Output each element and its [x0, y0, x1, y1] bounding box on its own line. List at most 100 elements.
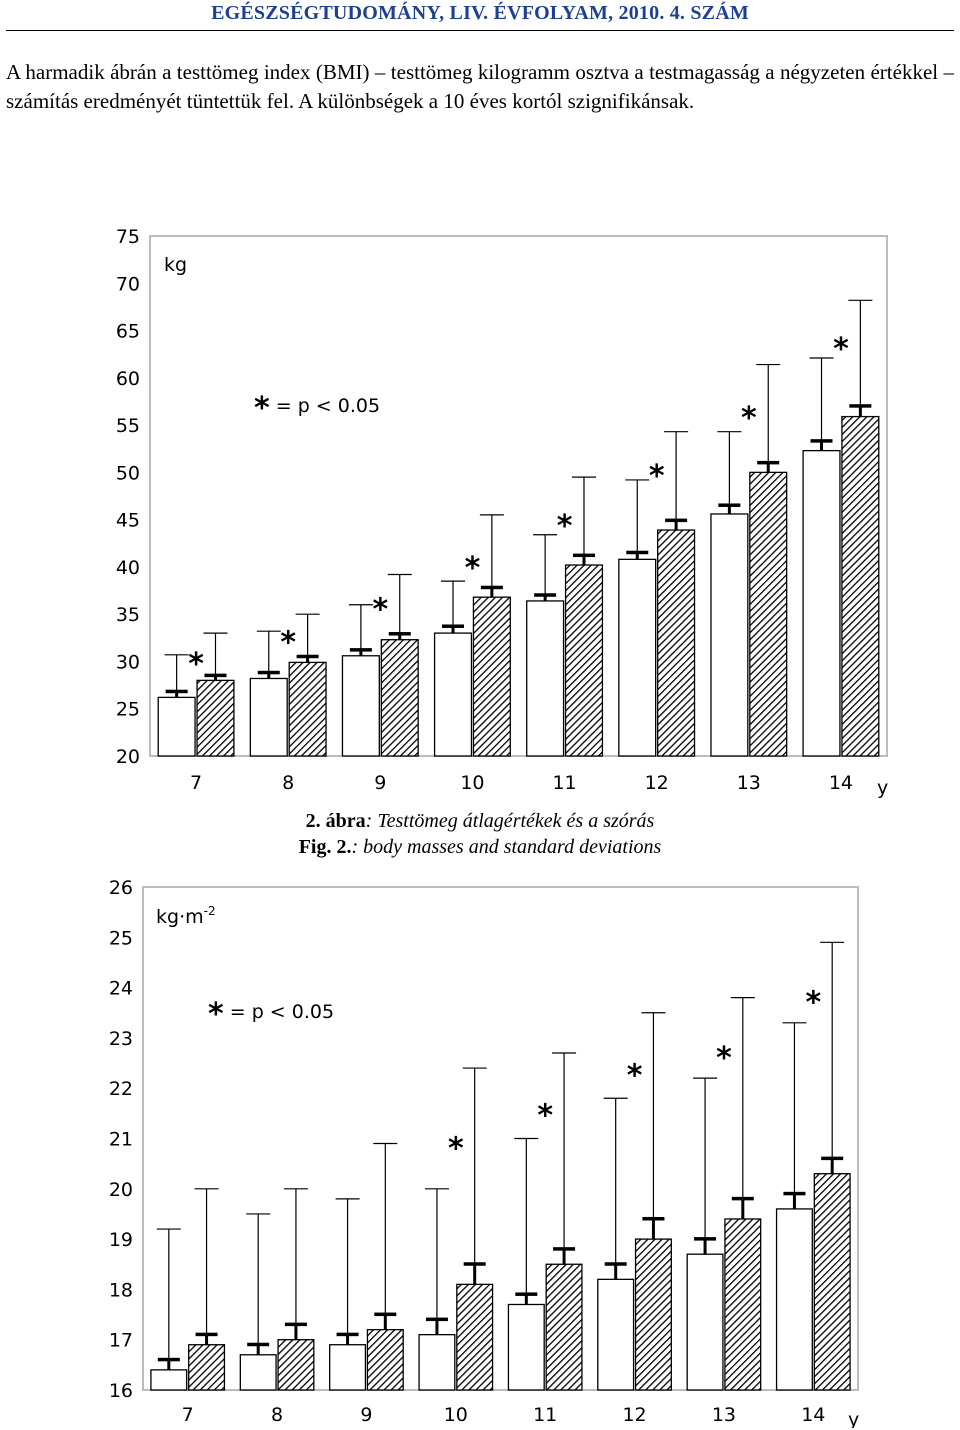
x-tick-label: 9 — [374, 772, 386, 794]
sem-cap — [665, 518, 688, 523]
significance-star: * — [805, 986, 821, 1021]
x-tick-label: 7 — [190, 772, 202, 794]
x-tick-label: 12 — [645, 772, 669, 794]
bar-girls — [196, 679, 235, 757]
sem-cap — [718, 503, 741, 507]
sem-cap — [783, 1191, 806, 1196]
sem-cap — [821, 1156, 844, 1161]
sem-cap — [553, 1247, 576, 1251]
sem-cap — [165, 689, 188, 694]
bar-girls — [545, 1263, 583, 1391]
sem-cap — [731, 1196, 754, 1201]
y-tick-label: 60 — [116, 368, 140, 390]
y-tick-label: 24 — [109, 978, 133, 1000]
sem-cap — [604, 1262, 627, 1266]
journal-header: EGÉSZSÉGTUDOMÁNY, LIV. ÉVFOLYAM, 2010. 4… — [211, 2, 749, 24]
sem-cap — [626, 550, 649, 555]
bar-girls — [288, 661, 327, 757]
bar-girls — [456, 1283, 494, 1391]
body-mass-chart: 20 25 30 35 40 45 50 55 60 65 70 75 kg * = p < 0.05 * 7… — [0, 215, 960, 805]
x-tick-label: 14 — [801, 1404, 825, 1426]
y-tick-label: 19 — [109, 1229, 133, 1251]
y-tick-label: 18 — [109, 1279, 133, 1301]
bmi-chart-svg: 16 17 18 19 20 21 22 23 24 25 26 kg·m-2 * = p < 0.05… — [109, 877, 859, 1428]
y-tick-label: 55 — [116, 415, 140, 437]
bar-boys — [433, 632, 473, 757]
bar-boys — [239, 1354, 277, 1391]
caption-hu: 2. ábra: Testtömeg átlagértékek és a szó… — [0, 808, 960, 834]
x-tick-label: 7 — [182, 1404, 194, 1426]
header-rule — [6, 30, 954, 31]
x-axis-label: y — [848, 1409, 859, 1428]
y-tick-label: 30 — [116, 651, 140, 673]
bar-girls — [841, 415, 880, 757]
bar-boys — [329, 1344, 367, 1391]
figure-2-caption: 2. ábra: Testtömeg átlagértékek és a szó… — [0, 808, 960, 860]
bar-boys — [710, 513, 749, 757]
y-tick-label: 23 — [109, 1028, 133, 1050]
bar-girls — [657, 529, 696, 757]
y-tick-label: 75 — [116, 226, 140, 248]
bmi-chart: 16 17 18 19 20 21 22 23 24 25 26 kg·m-2 * = p < 0.05… — [0, 868, 960, 1428]
sem-cap — [810, 439, 833, 443]
x-tick-label: 8 — [271, 1404, 283, 1426]
caption-en: Fig. 2.: body masses and standard deviat… — [0, 834, 960, 860]
unit-label: kg·m-2 — [156, 904, 216, 928]
y-tick-label: 70 — [116, 273, 140, 295]
sem-cap — [284, 1322, 307, 1327]
y-tick-label: 20 — [109, 1179, 133, 1201]
sem-cap — [757, 460, 780, 465]
sem-cap — [642, 1216, 665, 1221]
bar-boys — [802, 449, 841, 757]
unit-label: kg — [164, 254, 187, 276]
sem-cap — [515, 1292, 538, 1296]
sem-cap — [480, 585, 503, 590]
bar-boys — [526, 600, 565, 757]
sem-cap — [247, 1342, 270, 1347]
bar-girls — [564, 564, 604, 757]
y-tick-label: 35 — [116, 604, 140, 626]
y-tick-label: 45 — [116, 510, 140, 532]
sem-cap — [388, 632, 411, 636]
bar-boys — [150, 1369, 188, 1391]
caption-hu-text: : Testtömeg átlagértékek és a szórás — [365, 810, 655, 832]
bar-girls — [813, 1173, 851, 1391]
x-tick-label: 13 — [712, 1404, 736, 1426]
bar-boys — [341, 655, 380, 757]
bar-boys — [157, 696, 196, 757]
y-tick-label: 22 — [109, 1078, 133, 1100]
significance-star: * — [627, 1059, 643, 1094]
significance-star: * — [280, 626, 296, 661]
significance-star: * — [557, 509, 573, 544]
sem-cap — [374, 1312, 397, 1317]
y-tick-label: 65 — [116, 321, 140, 343]
sem-cap — [157, 1357, 180, 1362]
y-tick-label: 50 — [116, 462, 140, 484]
plot-frame — [142, 886, 859, 1391]
y-tick-label: 26 — [109, 877, 133, 899]
significance-legend: * = p < 0.05 — [208, 997, 334, 1032]
body-mass-chart-svg: 20 25 30 35 40 45 50 55 60 65 70 75 kg * = p < 0.05 * 7… — [116, 226, 888, 799]
y-tick-label: 25 — [116, 699, 140, 721]
y-tick-label: 21 — [109, 1129, 133, 1151]
bar-boys — [775, 1208, 813, 1391]
x-tick-label: 13 — [737, 772, 761, 794]
x-tick-label: 14 — [829, 772, 853, 794]
bar-girls — [366, 1328, 404, 1391]
sem-cap — [296, 654, 319, 659]
sem-cap — [849, 404, 872, 408]
bar-girls — [472, 596, 511, 757]
sem-cap — [694, 1237, 717, 1241]
y-tick-label: 17 — [109, 1330, 133, 1352]
x-tick-label: 8 — [282, 772, 294, 794]
bar-boys — [618, 558, 657, 757]
significance-star: * — [741, 401, 757, 436]
sem-cap — [349, 648, 372, 652]
caption-en-label: Fig. 2. — [298, 836, 352, 858]
sem-cap — [534, 593, 557, 597]
sem-cap — [257, 670, 280, 675]
x-tick-label: 11 — [533, 1404, 557, 1426]
significance-star: * — [372, 593, 388, 628]
x-tick-label: 9 — [360, 1404, 372, 1426]
sem-cap — [336, 1332, 359, 1337]
